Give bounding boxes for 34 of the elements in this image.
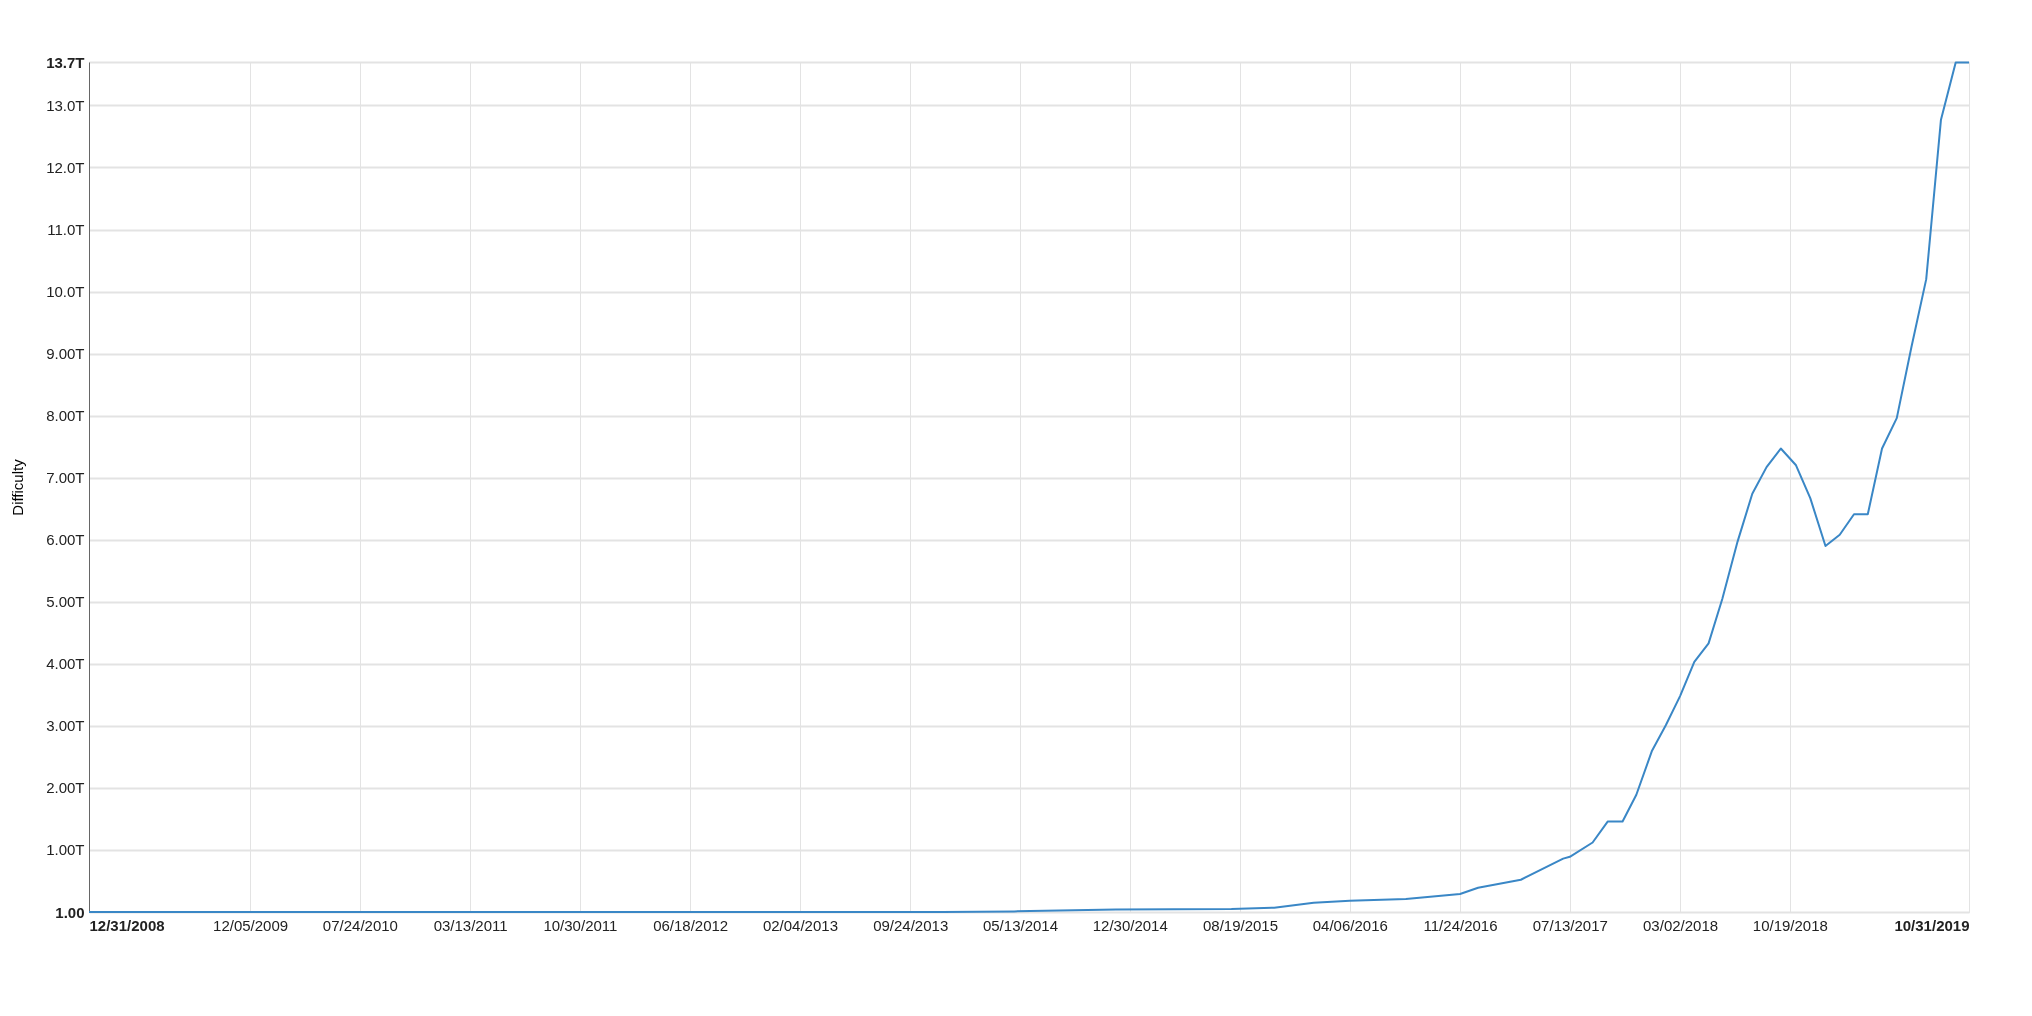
x-tick-label: 09/24/2013: [873, 916, 949, 934]
y-tick-label: 9.00T: [46, 345, 85, 363]
x-tick-label: 08/19/2015: [1202, 916, 1279, 934]
y-tick-label: 1.00: [55, 903, 85, 921]
x-tick-label: 10/30/2011: [543, 916, 618, 934]
y-tick-label: 1.00T: [46, 841, 85, 859]
x-tick-label: 12/31/2008: [89, 916, 165, 934]
y-tick-label: 11.0T: [47, 221, 85, 239]
y-tick-label: 7.00T: [46, 469, 85, 487]
x-tick-label: 04/06/2016: [1312, 916, 1388, 934]
x-tick-label: 12/05/2009: [213, 916, 289, 934]
y-tick-label: 3.00T: [46, 717, 85, 735]
x-tick-label: 03/02/2018: [1643, 916, 1719, 934]
x-tick-label: 05/13/2014: [982, 916, 1059, 934]
line-series: [88, 61, 1970, 913]
y-tick-label: 12.0T: [46, 158, 85, 176]
x-tick-label: 06/18/2012: [653, 916, 729, 934]
y-axis-title: Difficulty: [9, 458, 27, 516]
y-tick-label: 6.00T: [46, 531, 85, 549]
x-tick-label: 10/19/2018: [1752, 916, 1828, 934]
y-tick-label: 4.00T: [46, 655, 85, 673]
x-tick-label: 07/24/2010: [322, 916, 398, 934]
x-tick-label: 02/04/2013: [762, 916, 838, 934]
y-tick-label: 13.0T: [46, 96, 85, 114]
x-tick-label: 11/24/2016: [1423, 916, 1498, 934]
y-tick-label: 10.0T: [46, 283, 85, 301]
x-tick-label: 07/13/2017: [1532, 916, 1608, 934]
x-tick-label: 12/30/2014: [1092, 916, 1168, 934]
y-tick-label: 5.00T: [46, 593, 85, 611]
y-tick-label: 2.00T: [46, 779, 85, 797]
x-tick-label: 10/31/2019: [1894, 916, 1970, 934]
y-tick-label: 13.7T: [46, 53, 85, 71]
y-tick-label: 8.00T: [46, 407, 85, 425]
x-tick-label: 03/13/2011: [433, 916, 508, 934]
